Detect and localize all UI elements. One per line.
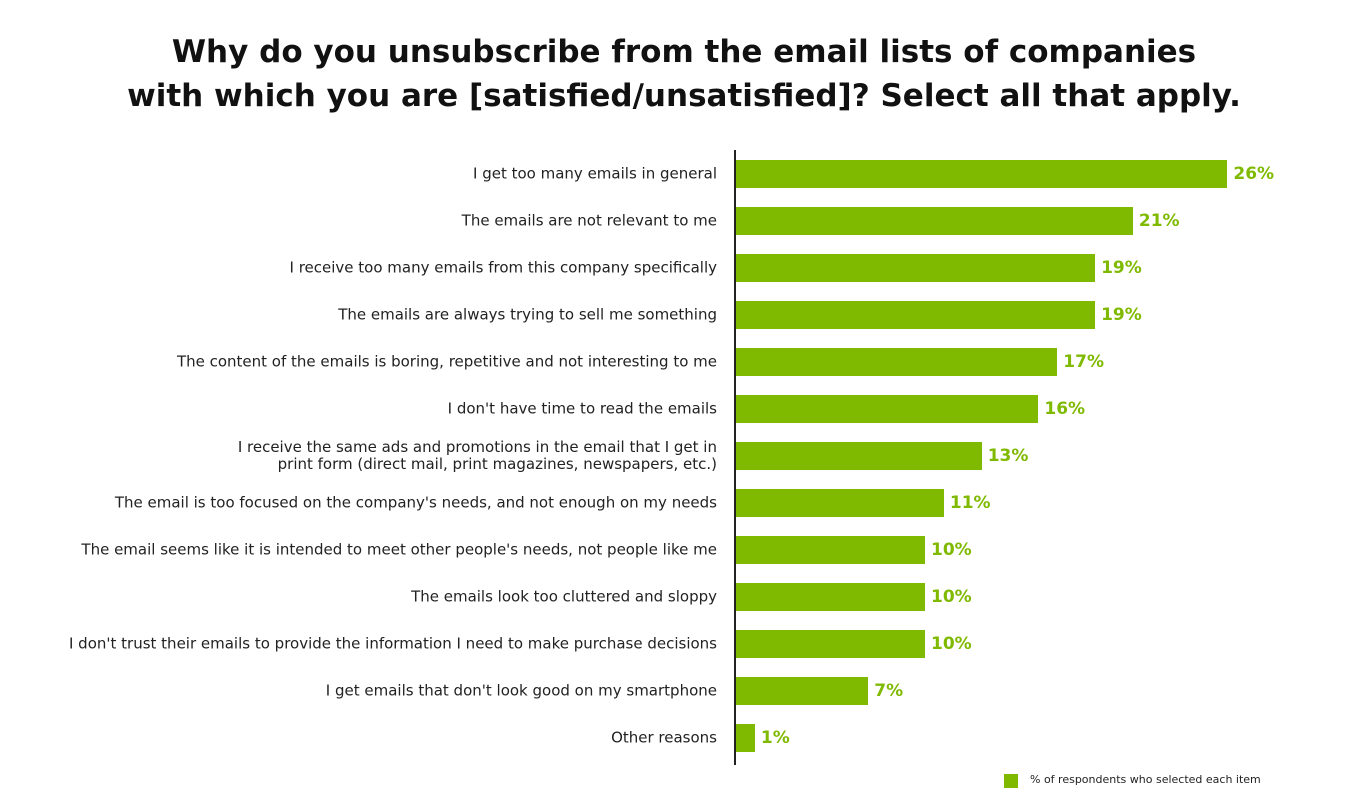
- value-label: 21%: [1138, 211, 1180, 231]
- bar: [736, 536, 925, 564]
- chart-title: Why do you unsubscribe from the email li…: [127, 34, 1241, 114]
- bar: [736, 254, 1096, 282]
- bar: [736, 724, 755, 752]
- bar: [736, 207, 1133, 235]
- value-label: 10%: [931, 587, 972, 607]
- legend-swatch: [1004, 774, 1018, 788]
- category-label: I don't trust their emails to provide th…: [68, 634, 717, 653]
- bar: [736, 395, 1039, 423]
- axis-line: [734, 150, 736, 765]
- category-label: I receive too many emails from this comp…: [289, 258, 717, 277]
- bar: [736, 301, 1096, 329]
- value-label: 1%: [760, 728, 790, 748]
- bar: [736, 677, 869, 705]
- category-label: The emails look too cluttered and sloppy: [411, 587, 717, 606]
- value-label: 13%: [987, 446, 1029, 466]
- value-label: 16%: [1044, 399, 1086, 419]
- category-label: Other reasons: [611, 728, 717, 747]
- value-label: 10%: [931, 540, 972, 560]
- value-label: 19%: [1101, 305, 1142, 325]
- value-label: 19%: [1101, 258, 1142, 278]
- legend-label: % of respondents who selected each item: [1030, 773, 1261, 786]
- category-label: The email is too focused on the company'…: [114, 493, 717, 512]
- category-label: I get emails that don't look good on my …: [325, 681, 717, 700]
- bar: [736, 442, 982, 470]
- value-label: 17%: [1063, 352, 1104, 372]
- category-label: I receive the same ads and promotions in…: [237, 438, 717, 473]
- bar: [736, 630, 925, 658]
- category-label: The content of the emails is boring, rep…: [176, 352, 717, 371]
- bar: [736, 489, 944, 517]
- category-label: I don't have time to read the emails: [447, 399, 717, 418]
- value-label: 7%: [874, 681, 904, 701]
- category-label: The emails are not relevant to me: [461, 211, 717, 230]
- category-label: The emails are always trying to sell me …: [338, 305, 717, 324]
- bar: [736, 583, 925, 611]
- value-label: 11%: [949, 493, 991, 513]
- value-label: 10%: [931, 634, 972, 654]
- category-label: I get too many emails in general: [473, 164, 717, 183]
- bar: [736, 160, 1228, 188]
- value-label: 26%: [1233, 164, 1275, 184]
- category-label: The email seems like it is intended to m…: [81, 540, 717, 559]
- bar: [736, 348, 1058, 376]
